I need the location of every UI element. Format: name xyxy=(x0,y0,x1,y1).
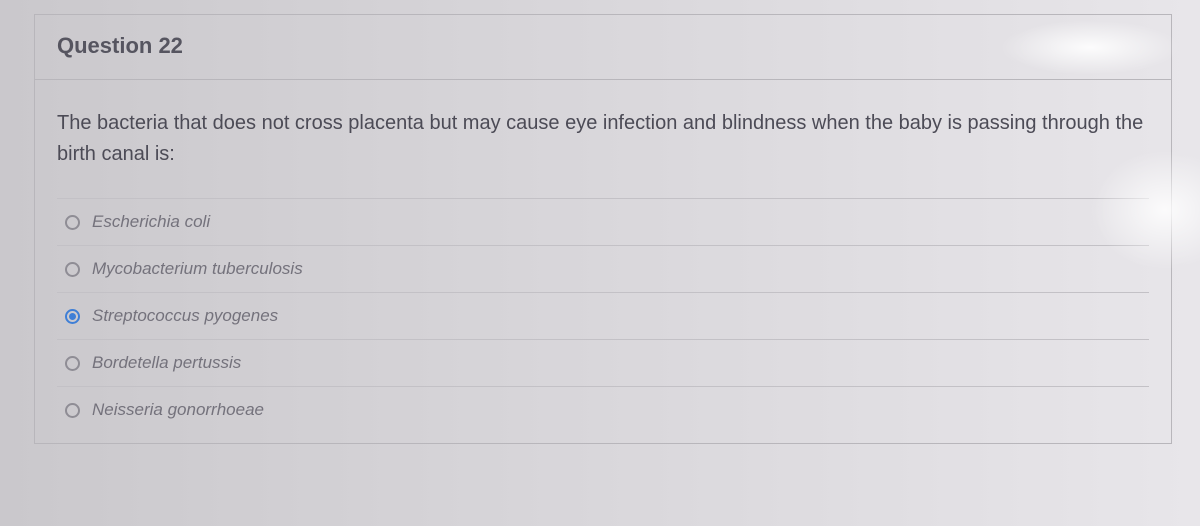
radio-icon[interactable] xyxy=(65,356,80,371)
option-row[interactable]: Neisseria gonorrhoeae xyxy=(57,387,1149,433)
option-label: Escherichia coli xyxy=(92,212,210,232)
options-list: Escherichia coli Mycobacterium tuberculo… xyxy=(57,198,1149,433)
radio-icon[interactable] xyxy=(65,215,80,230)
option-row[interactable]: Mycobacterium tuberculosis xyxy=(57,246,1149,293)
option-row[interactable]: Streptococcus pyogenes xyxy=(57,293,1149,340)
question-header: Question 22 xyxy=(35,15,1171,80)
option-row[interactable]: Bordetella pertussis xyxy=(57,340,1149,387)
option-label: Streptococcus pyogenes xyxy=(92,306,278,326)
radio-icon[interactable] xyxy=(65,403,80,418)
radio-icon[interactable] xyxy=(65,262,80,277)
question-number: Question 22 xyxy=(57,33,1149,59)
radio-icon-selected[interactable] xyxy=(65,309,80,324)
option-label: Bordetella pertussis xyxy=(92,353,241,373)
option-label: Mycobacterium tuberculosis xyxy=(92,259,303,279)
question-prompt: The bacteria that does not cross placent… xyxy=(57,108,1149,170)
question-body: The bacteria that does not cross placent… xyxy=(35,80,1171,443)
question-card: Question 22 The bacteria that does not c… xyxy=(34,14,1172,444)
option-label: Neisseria gonorrhoeae xyxy=(92,400,264,420)
option-row[interactable]: Escherichia coli xyxy=(57,199,1149,246)
